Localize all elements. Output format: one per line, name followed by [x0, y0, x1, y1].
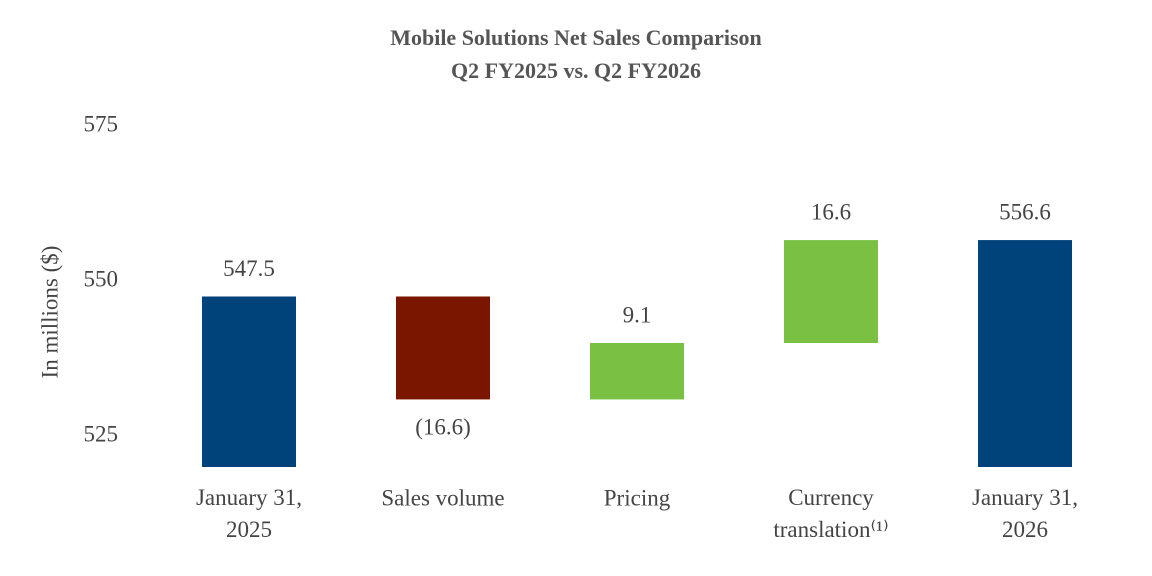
data-label: (16.6) — [415, 415, 471, 440]
bar — [396, 296, 490, 400]
y-tick-label: 550 — [84, 266, 119, 291]
y-tick-label: 525 — [84, 421, 119, 446]
data-label: 556.6 — [999, 199, 1051, 224]
bar — [784, 240, 878, 343]
chart-title: Mobile Solutions Net Sales Comparison — [390, 25, 762, 50]
data-label: 16.6 — [811, 199, 851, 224]
data-label: 547.5 — [223, 256, 275, 281]
chart-subtitle: Q2 FY2025 vs. Q2 FY2026 — [451, 58, 701, 83]
x-tick-label: January 31, 2026 — [972, 485, 1078, 542]
x-tick-label: January 31, 2025 — [196, 485, 302, 542]
x-tick-label: Sales volume — [381, 485, 504, 510]
y-axis-title: In millions ($) — [37, 246, 62, 379]
bar — [590, 343, 684, 400]
data-label: 9.1 — [623, 302, 652, 327]
x-tick-label: Pricing — [604, 485, 671, 510]
y-tick-label: 575 — [84, 111, 119, 136]
x-tick-label: Currency translation⁽¹⁾ — [773, 485, 888, 542]
bar — [978, 240, 1072, 467]
bar — [202, 296, 296, 467]
